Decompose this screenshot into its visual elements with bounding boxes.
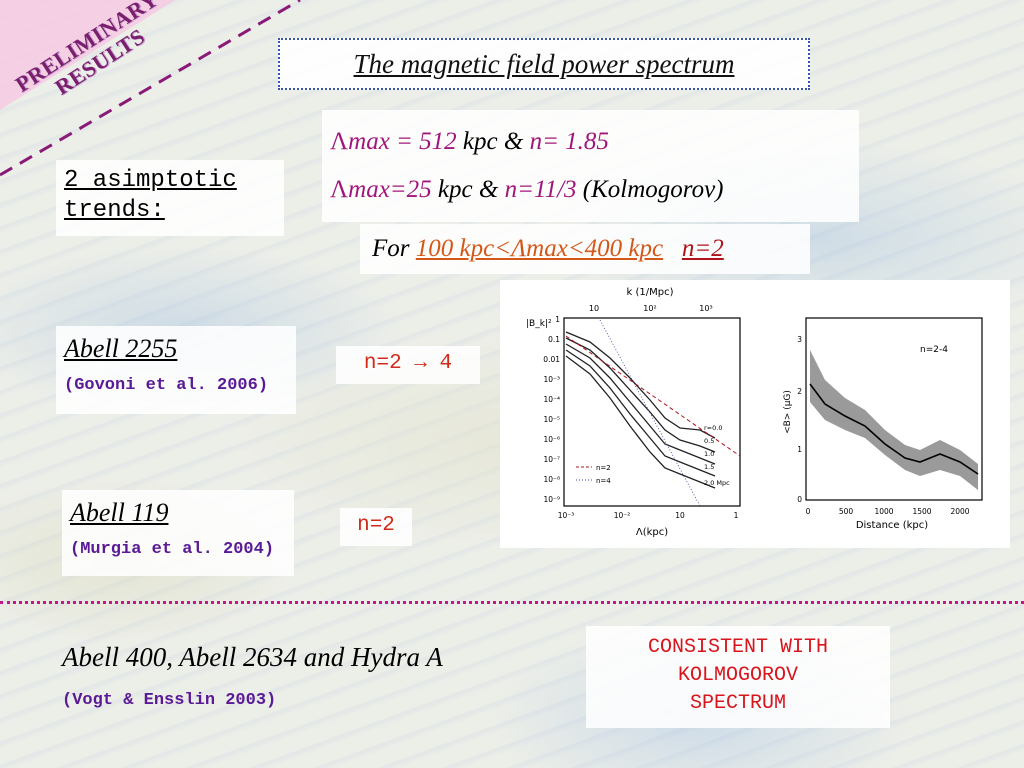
spectrum-figure: k (1/Mpc) 10 10² 10³ |B_k|² 1 0.1 0.01 1…	[500, 280, 1010, 548]
left-plot-frame	[563, 317, 741, 507]
other-clusters-ref: (Vogt & Ensslin 2003)	[62, 691, 277, 710]
left-y-tick: 10⁻⁵	[543, 415, 560, 424]
left-y-tick: 10⁻⁷	[543, 455, 560, 464]
left-y-tick: 0.1	[548, 335, 560, 344]
right-x-tick: 1000	[874, 507, 893, 516]
right-x-tick: 0	[806, 507, 811, 516]
b-profile-curve	[809, 383, 979, 475]
curve-label: 1.5	[704, 463, 714, 471]
abell-2255-box: Abell 2255 (Govoni et al. 2006)	[56, 326, 296, 414]
curve-label: r=0.0	[704, 424, 722, 432]
conclusion-box: CONSISTENT WITH KOLMOGOROV SPECTRUM	[586, 626, 890, 728]
lambda-box: Λmax = 512 kpc & n= 1.85 Λmax=25 kpc & n…	[322, 110, 859, 222]
left-x-tick: 10⁻³	[558, 511, 575, 520]
spectrum-curve-3	[565, 343, 716, 465]
abell-119-n: n=2	[340, 508, 412, 546]
left-top-tick: 10²	[643, 304, 656, 313]
left-y-tick: 10⁻³	[543, 375, 560, 384]
right-plot-frame	[805, 317, 983, 501]
left-top-axis-title: k (1/Mpc)	[627, 287, 674, 298]
left-xlabel: Λ(kpc)	[636, 527, 668, 538]
left-y-tick: 10⁻⁹	[543, 495, 560, 504]
n2-reference-line	[565, 335, 741, 457]
abell-2255-n: n=2 → 4	[336, 346, 480, 384]
legend-n4: n=4	[596, 477, 611, 485]
conclusion-line: CONSISTENT WITH	[647, 636, 829, 659]
left-top-tick: 10	[589, 304, 599, 313]
spectrum-curve-2	[565, 337, 716, 453]
right-annotation: n=2-4	[920, 345, 948, 355]
curve-label: 1.0	[704, 450, 714, 458]
conclusion-line: SPECTRUM	[689, 692, 786, 715]
preliminary-corner: PRELIMINARY RESULTS	[0, 0, 310, 180]
for-range-line: For 100 kpc<Λmax<400 kpc n=2	[360, 224, 810, 274]
right-x-tick: 500	[839, 507, 854, 516]
abell-2255-name: Abell 2255	[64, 334, 178, 363]
curve-label: 0.5	[704, 437, 714, 445]
trends-label: 2 asimptotic trends:	[56, 160, 284, 236]
abell-119-box: Abell 119 (Murgia et al. 2004)	[62, 490, 294, 576]
right-x-tick: 1500	[912, 507, 931, 516]
curve-label: 2.0 Mpc	[704, 479, 730, 487]
abell-119-name: Abell 119	[70, 498, 169, 527]
right-x-tick: 2000	[950, 507, 969, 516]
left-x-tick: 10⁻²	[614, 511, 631, 520]
right-y-tick: 0	[797, 495, 802, 504]
abell-119-ref: (Murgia et al. 2004)	[70, 540, 275, 559]
spectrum-curve-5	[565, 355, 716, 489]
right-y-tick: 1	[797, 445, 802, 454]
left-y-tick: 10⁻⁸	[543, 475, 560, 484]
curve-labels: r=0.0 0.5 1.0 1.5 2.0 Mpc	[704, 424, 730, 487]
lambda-line-2: Λmax=25 kpc & n=11/3 (Kolmogorov)	[330, 176, 724, 203]
left-y-tick: 10⁻⁶	[543, 435, 560, 444]
other-clusters: Abell 400, Abell 2634 and Hydra A (Vogt …	[62, 642, 542, 710]
right-y-tick: 3	[797, 335, 802, 344]
legend-n2: n=2	[596, 464, 611, 472]
spectrum-curve-4	[565, 349, 716, 477]
right-xlabel: Distance (kpc)	[856, 520, 928, 531]
n4-reference-line	[599, 319, 701, 507]
spectrum-curve-1	[565, 331, 716, 439]
conclusion-line: KOLMOGOROV	[677, 664, 799, 687]
other-clusters-names: Abell 400, Abell 2634 and Hydra A	[62, 642, 443, 672]
lambda-line-1: Λmax = 512 kpc & n= 1.85	[330, 128, 609, 155]
section-divider	[0, 601, 1024, 604]
left-y-tick: 10⁻⁴	[543, 395, 560, 404]
left-y-tick: 0.01	[543, 355, 560, 364]
slide-title: The magnetic field power spectrum	[278, 38, 810, 90]
left-top-tick: 10³	[699, 304, 712, 313]
right-y-ticks: 0 1 2 3	[797, 335, 802, 504]
right-x-ticks: 0 500 1000 1500 2000	[806, 507, 970, 516]
left-y-ticks: 1 0.1 0.01 10⁻³ 10⁻⁴ 10⁻⁵ 10⁻⁶ 10⁻⁷ 10⁻⁸…	[543, 315, 560, 504]
spectrum-figure-svg: k (1/Mpc) 10 10² 10³ |B_k|² 1 0.1 0.01 1…	[526, 287, 983, 538]
left-x-ticks: 10⁻³ 10⁻² 10 1	[558, 511, 739, 520]
right-y-tick: 2	[797, 387, 802, 396]
corner-banner	[0, 0, 301, 177]
left-x-tick: 10	[675, 511, 685, 520]
right-ylabel: <B> (μG)	[783, 390, 793, 434]
left-y-tick: 1	[555, 315, 560, 324]
left-ylabel: |B_k|²	[526, 319, 552, 329]
abell-2255-ref: (Govoni et al. 2006)	[64, 376, 269, 395]
left-x-tick: 1	[734, 511, 739, 520]
b-uncertainty-band	[810, 350, 978, 490]
